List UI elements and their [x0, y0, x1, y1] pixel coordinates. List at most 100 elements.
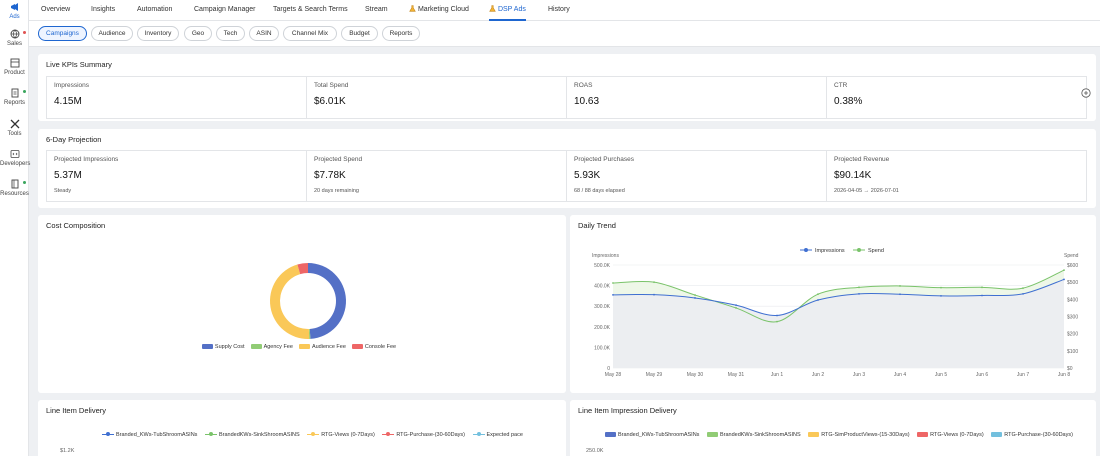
spend-point[interactable]	[694, 294, 696, 296]
spend-point[interactable]	[735, 307, 737, 309]
impressions-area	[613, 279, 1064, 368]
tab-insights[interactable]: Insights	[91, 6, 116, 13]
spend-point[interactable]	[981, 286, 983, 289]
donut-slice[interactable]	[308, 328, 311, 339]
spend-point[interactable]	[612, 282, 614, 284]
impressions-point[interactable]	[1063, 278, 1065, 281]
legend-label: Branded_KWs-TubShroomASINs	[618, 432, 700, 438]
impressions-point[interactable]	[1022, 292, 1024, 295]
legend-item[interactable]: Audience Fee	[298, 344, 346, 350]
add-kpi-icon[interactable]	[1081, 88, 1091, 98]
legend-item[interactable]: RTG-Purchase-(30-60Days)	[382, 432, 465, 438]
panel-title: Line Item Delivery	[46, 406, 107, 415]
impressions-line[interactable]	[612, 278, 1065, 316]
legend-item[interactable]: BrandedKWs-SinkShroomASINS	[204, 432, 300, 438]
spend-point[interactable]	[776, 320, 778, 323]
sidebar-item-product[interactable]: Product	[0, 58, 29, 76]
legend-item[interactable]: RTG-SimProductViews-(15-30Days)	[808, 432, 910, 438]
spend-point[interactable]	[1063, 269, 1065, 272]
impressions-point[interactable]	[735, 304, 737, 307]
impressions-point[interactable]	[817, 299, 819, 301]
sidebar-item-developers[interactable]: Developers	[0, 149, 31, 167]
tab-history[interactable]: History	[548, 6, 570, 13]
y2-axis-tick: $400	[1067, 297, 1078, 303]
legend-swatch	[298, 344, 310, 350]
legend-item[interactable]: Supply Cost	[201, 344, 245, 350]
kpi-value: $6.01K	[314, 96, 346, 107]
kpi-card-ctr: CTR 0.38%	[826, 76, 1087, 119]
kpi-label: Projected Impressions	[54, 156, 119, 163]
flask-icon	[409, 5, 416, 12]
sidebar-item-ads[interactable]: Ads	[0, 2, 29, 20]
legend-item[interactable]: RTG-Views (0-7Days)	[307, 432, 375, 438]
tab-campaign-manager[interactable]: Campaign Manager	[194, 6, 256, 13]
x-axis-tick: Jun 3	[853, 372, 865, 378]
tab-automation[interactable]: Automation	[137, 6, 173, 13]
y-axis-tick: 250.0K	[586, 448, 604, 454]
tab-marketing-cloud[interactable]: Marketing Cloud	[409, 0, 469, 21]
tab-dsp-ads[interactable]: DSP Ads	[489, 0, 526, 21]
donut-slice[interactable]	[297, 263, 308, 275]
legend-item[interactable]: RTG-Purchase-(30-60Days)	[991, 432, 1073, 438]
projection-card-revenue: Projected Revenue $90.14K 2026-04-05 → 2…	[826, 150, 1087, 202]
legend-label: Impressions	[815, 248, 845, 254]
impressions-point[interactable]	[940, 295, 942, 297]
sidebar-item-resources[interactable]: Resources	[0, 179, 29, 197]
tab-stream[interactable]: Stream	[365, 6, 388, 13]
spend-line[interactable]	[612, 269, 1065, 323]
pill-audience[interactable]: Audience	[91, 26, 133, 41]
x-axis-tick: May 30	[687, 372, 704, 378]
notification-dot	[23, 90, 26, 93]
x-axis-tick: Jun 2	[812, 372, 824, 378]
flask-icon	[489, 5, 496, 12]
book-icon	[11, 179, 18, 189]
pill-campaigns[interactable]: Campaigns	[38, 26, 87, 41]
pill-budget[interactable]: Budget	[341, 26, 378, 41]
tab-targets-search-terms[interactable]: Targets & Search Terms	[273, 6, 348, 13]
tab-overview[interactable]: Overview	[41, 6, 71, 13]
impressions-point[interactable]	[694, 297, 696, 299]
impressions-point[interactable]	[858, 292, 860, 295]
impressions-point[interactable]	[653, 293, 655, 296]
sidebar: Ads Sales Product Reports Tools Develope…	[0, 0, 31, 456]
kpi-value: 5.93K	[574, 170, 601, 181]
spend-point[interactable]	[1022, 287, 1024, 290]
spend-point[interactable]	[858, 286, 860, 289]
sidebar-item-reports[interactable]: Reports	[0, 88, 29, 106]
pill-geo[interactable]: Geo	[184, 26, 212, 41]
spend-point[interactable]	[940, 286, 942, 289]
impressions-point[interactable]	[981, 294, 983, 297]
legend-item[interactable]: Expected pace	[472, 432, 523, 438]
legend-marker[interactable]	[804, 248, 808, 252]
spend-point[interactable]	[653, 281, 655, 284]
legend-marker[interactable]	[857, 248, 861, 252]
sidebar-item-tools[interactable]: Tools	[0, 119, 29, 137]
delivery-legend: Branded_KWs-TubShroomASINs BrandedKWs-Si…	[102, 432, 529, 438]
donut-slice[interactable]	[308, 263, 347, 339]
legend-item[interactable]: BrandedKWs-SinkShroomASINS	[706, 432, 801, 438]
legend-item[interactable]: Branded_KWs-TubShroomASINs	[605, 432, 699, 438]
donut-slice[interactable]	[270, 264, 310, 339]
spend-point[interactable]	[817, 293, 819, 296]
impressions-point[interactable]	[612, 293, 614, 296]
pill-asin[interactable]: ASIN	[249, 26, 279, 41]
y2-axis-label: Spend	[1064, 253, 1079, 259]
legend-item[interactable]: RTG-Views (0-7Days)	[917, 432, 984, 438]
spend-point[interactable]	[899, 285, 901, 287]
legend-item[interactable]: Agency Fee	[250, 344, 293, 350]
legend-item[interactable]: Console Fee	[351, 344, 396, 350]
panel-title: Daily Trend	[578, 221, 616, 230]
impressions-point[interactable]	[899, 293, 901, 296]
legend-label: RTG-SimProductViews-(15-30Days)	[821, 432, 910, 438]
sidebar-item-sales[interactable]: Sales	[0, 29, 29, 47]
x-axis-tick: Jun 8	[1058, 372, 1070, 378]
pill-tech[interactable]: Tech	[216, 26, 245, 41]
pill-inventory[interactable]: Inventory	[137, 26, 179, 41]
pill-channel-mix[interactable]: Channel Mix	[283, 26, 337, 41]
pill-reports[interactable]: Reports	[382, 26, 420, 41]
legend-item[interactable]: Branded_KWs-TubShroomASINs	[102, 432, 197, 438]
notification-dot	[23, 181, 26, 184]
impressions-point[interactable]	[776, 314, 778, 317]
projection-card-spend: Projected Spend $7.78K 20 days remaining	[306, 150, 567, 202]
sidebar-item-label: Developers	[0, 161, 31, 167]
